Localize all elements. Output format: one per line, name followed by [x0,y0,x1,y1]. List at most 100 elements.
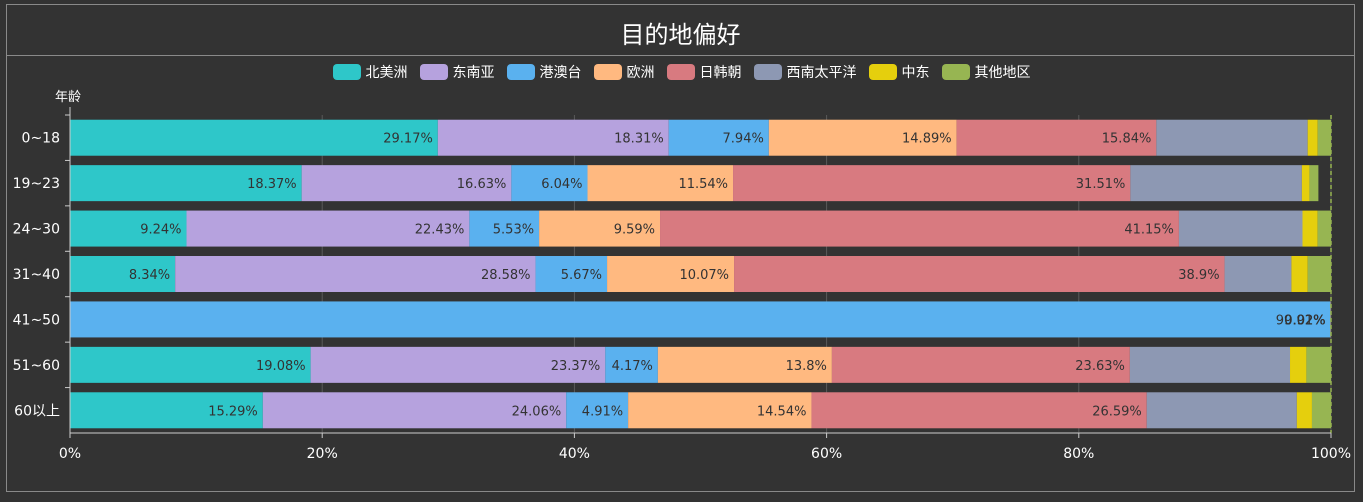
bar-segment [668,119,769,156]
data-label: 15.84% [1102,132,1152,147]
legend-item[interactable]: 日韩朝 [666,62,742,82]
data-label: 6.04% [541,177,582,192]
bar-segment [768,119,957,156]
bar-segment [733,165,1131,202]
data-label: 14.89% [902,132,952,147]
y-tick-label: 41~50 [13,312,60,328]
bar-segment [657,346,832,383]
legend-swatch [593,64,622,80]
data-label: 13.8% [786,359,827,374]
bar-segment [660,210,1179,247]
data-label: 11.54% [678,177,728,192]
data-label: 8.34% [129,268,170,283]
bar-segment [1290,346,1307,383]
data-label: 0.01% [1284,313,1325,328]
bar-segment [1130,165,1302,202]
bar-segment [1309,165,1319,202]
bar-segment [628,392,812,429]
bar-segment [956,119,1157,156]
legend-label: 西南太平洋 [786,65,857,81]
data-label: 23.37% [551,359,601,374]
bar-segment [437,119,669,156]
bar-segment [70,210,187,247]
data-label: 5.67% [561,268,602,283]
data-label: 38.9% [1178,268,1219,283]
data-label: 15.29% [208,404,258,419]
legend-label: 欧洲 [626,65,655,81]
legend-item[interactable]: 其他地区 [941,62,1031,82]
y-tick-label: 51~60 [13,358,60,374]
bar-segment [605,346,658,383]
bar-segment [1302,210,1318,247]
legend-item[interactable]: 港澳台 [506,62,582,82]
data-label: 4.91% [582,404,623,419]
data-label: 18.31% [614,132,664,147]
bar-segment [1311,392,1331,429]
bar-segment [1301,165,1310,202]
data-label: 18.37% [247,177,297,192]
data-label: 26.59% [1092,404,1142,419]
bar-segment [831,346,1130,383]
legend-swatch [506,64,535,80]
data-label: 4.17% [612,359,653,374]
bar-segment [70,256,176,292]
x-tick-label: 60% [811,446,842,462]
data-label: 28.58% [481,268,531,283]
legend-label: 北美洲 [365,65,408,81]
legend-swatch [419,64,448,80]
bar-segment [70,346,311,383]
bar-segment [70,392,263,429]
bar-segment [469,210,540,247]
bar-segment [1178,210,1303,247]
bar-segment [1307,256,1331,292]
bar-segment [1224,256,1292,292]
bar-segment [1146,392,1297,429]
chart-title: 目的地偏好 [620,21,741,49]
legend-swatch [753,64,782,80]
bar-segment [535,256,608,292]
bar-segment [1296,392,1312,429]
bar-segment [70,301,1331,338]
legend-label: 港澳台 [539,65,582,81]
bar-segment [70,165,302,202]
legend-item[interactable]: 中东 [868,62,930,82]
data-label: 31.51% [1076,177,1126,192]
y-axis-label: 年龄 [55,90,82,105]
bar-segment [70,119,438,156]
legend-label: 中东 [901,65,930,81]
y-tick-label: 24~30 [13,222,60,238]
bar-segment [607,256,735,292]
data-label: 9.59% [614,223,655,238]
bar-segment [1156,119,1308,156]
bar-segment [186,210,470,247]
legend-label: 日韩朝 [699,65,742,81]
legend-item[interactable]: 东南亚 [419,62,495,82]
bar-segment [262,392,567,429]
y-tick-label: 31~40 [13,267,60,283]
bar-segment [301,165,512,202]
bar-segment [1129,346,1291,383]
y-tick-label: 19~23 [13,176,60,192]
bar-segment [1317,210,1331,247]
y-tick-label: 60以上 [14,403,60,419]
data-label: 0.02% [1284,313,1325,328]
data-label: 19.08% [256,359,306,374]
legend-item[interactable]: 欧洲 [593,62,655,82]
x-tick-label: 20% [307,446,338,462]
data-label: 5.53% [493,223,534,238]
bar-segment [539,210,661,247]
legend-item[interactable]: 北美洲 [332,62,408,82]
data-label: 10.07% [679,268,729,283]
legend-swatch [868,64,897,80]
data-label: 23.63% [1075,359,1125,374]
legend-item[interactable]: 西南太平洋 [753,62,857,82]
bar-segment [734,256,1225,292]
bar-segment [175,256,536,292]
legend: 北美洲 东南亚 港澳台 欧洲 日韩朝 西南太平洋 中东 其他地区 [0,62,1363,82]
legend-swatch [666,64,695,80]
data-label: 9.24% [140,223,181,238]
y-tick-label: 0~18 [22,131,60,147]
x-tick-label: 80% [1063,446,1094,462]
bar-segment [1291,256,1308,292]
legend-swatch [941,64,970,80]
